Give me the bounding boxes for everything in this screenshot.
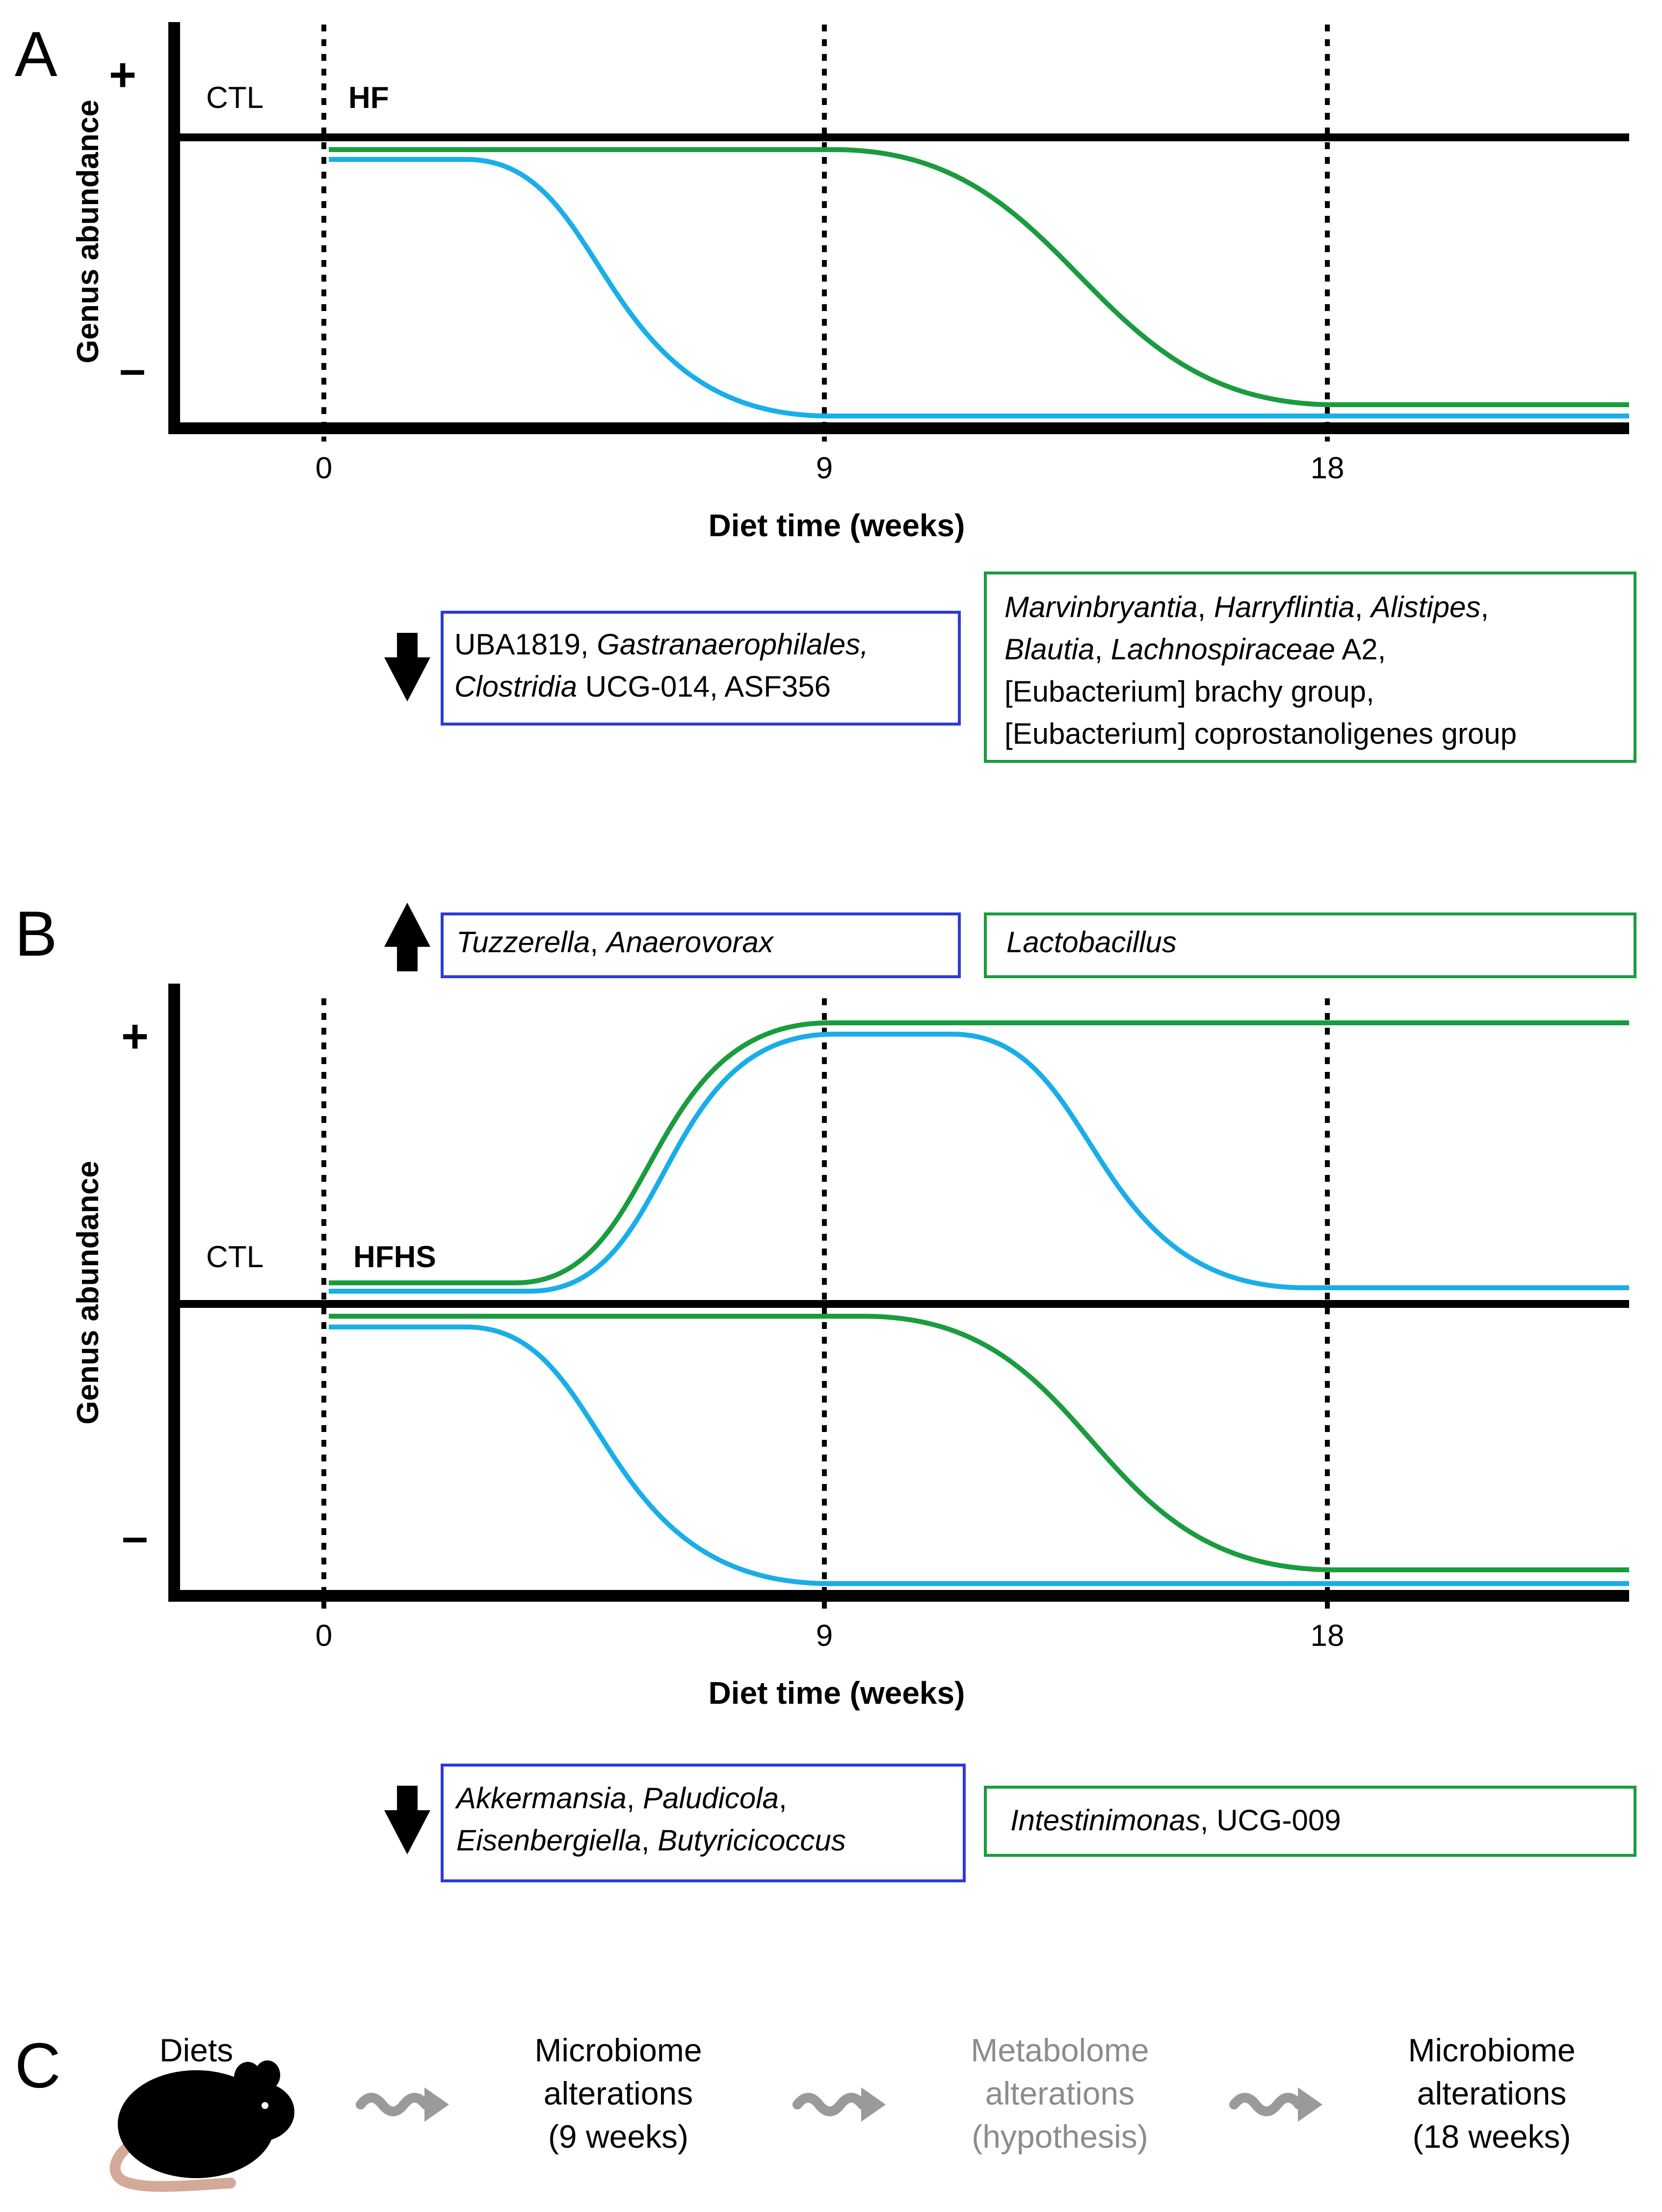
step-line: alterations [543, 2075, 693, 2111]
box-down-blue-a: UBA1819, Gastranaerophilales, Clostridia … [441, 611, 961, 726]
box-up-green-b: Lactobacillus [984, 912, 1636, 978]
plus-label-a: + [109, 49, 136, 101]
x-tick-9-b: 9 [816, 1619, 833, 1653]
taxa-text: Eisenbergiella [456, 1824, 641, 1857]
taxa-text: , UCG-009 [1200, 1804, 1341, 1837]
step-line: alterations [1417, 2075, 1567, 2111]
squiggle-arrow-icon [356, 2087, 449, 2122]
taxa-line: Marvinbryantia, Harryflintia, Alistipes, [1004, 586, 1634, 628]
x-axis-label-b: Diet time (weeks) [709, 1675, 965, 1711]
taxa-line: [Eubacterium] coprostanoligenes group [1004, 713, 1634, 755]
step-line: (9 weeks) [548, 2118, 689, 2155]
ctl-label-a: CTL [206, 81, 264, 115]
taxa-text: , [779, 1782, 787, 1815]
plus-label-b: + [121, 1010, 149, 1063]
taxa-text: Blautia [1004, 633, 1095, 666]
taxa-text: Intestinimonas [1010, 1804, 1200, 1837]
minus-label-b: – [122, 1510, 148, 1563]
taxa-text: Marvinbryantia [1004, 591, 1198, 624]
taxa-text: Akkermansia [456, 1782, 627, 1815]
taxa-text: UBA1819, [454, 628, 597, 661]
taxa-line: Lactobacillus [1006, 921, 1634, 963]
down-arrow-icon [384, 1786, 430, 1854]
taxa-text: , [1094, 633, 1111, 666]
taxa-line: UBA1819, Gastranaerophilales, [454, 624, 958, 666]
step-line: Microbiome [534, 2032, 702, 2068]
taxa-line: Tuzzerella, Anaerovorax [456, 921, 958, 963]
taxa-text: Gastranaerophilales, [597, 628, 869, 661]
taxa-text: , [1480, 591, 1489, 624]
box-down-green-b: Intestinimonas, UCG-009 [984, 1786, 1636, 1857]
taxa-text: Clostridia [454, 670, 578, 703]
taxa-line: Eisenbergiella, Butyricicoccus [456, 1820, 963, 1862]
taxa-text: Butyricicoccus [658, 1824, 846, 1857]
up-arrow-icon [384, 903, 430, 971]
box-up-blue-b: Tuzzerella, Anaerovorax [441, 912, 961, 978]
x-tick-9-a: 9 [816, 451, 833, 485]
x-tick-18-a: 18 [1311, 451, 1345, 485]
taxa-line: Blautia, Lachnospiraceae A2, [1004, 628, 1634, 671]
step-line: alterations [985, 2075, 1135, 2111]
taxa-line: Intestinimonas, UCG-009 [1010, 1799, 1634, 1842]
x-tick-18-b: 18 [1311, 1619, 1345, 1653]
taxa-text: [Eubacterium] coprostanoligenes group [1004, 717, 1517, 750]
step-line: (hypothesis) [972, 2118, 1148, 2155]
x-tick-0-b: 0 [316, 1619, 332, 1653]
mouse-icon [109, 2060, 294, 2192]
squiggle-arrow-icon [792, 2087, 886, 2122]
taxa-text: , [1197, 591, 1214, 624]
blue-curve-up-b [329, 1032, 1629, 1294]
blue-curve-down-b [329, 1325, 1629, 1586]
step-line: Microbiome [1408, 2032, 1576, 2068]
taxa-text: Lachnospiraceae [1110, 633, 1335, 666]
panel-letter-c: C [15, 2030, 61, 2101]
step-metabolome-hypothesis: Metabolome alterations (hypothesis) [932, 2029, 1187, 2158]
panel-letter-b: B [15, 898, 57, 969]
taxa-text: , [626, 1782, 643, 1815]
green-curve-up-b [329, 1020, 1629, 1285]
green-curve-a [329, 147, 1629, 407]
taxa-text: A2, [1335, 633, 1386, 666]
green-curve-down-b [329, 1314, 1629, 1572]
taxa-text: , [590, 926, 607, 959]
step-line: Diets [159, 2032, 234, 2068]
ctl-label-b: CTL [206, 1240, 264, 1274]
blue-curve-a [329, 157, 1629, 418]
y-axis-label-b: Genus abundance [71, 1161, 105, 1424]
taxa-line: Akkermansia, Paludicola, [456, 1777, 963, 1820]
step-microbiome-18w: Microbiome alterations (18 weeks) [1364, 2029, 1619, 2158]
taxa-text: Alistipes [1371, 591, 1481, 624]
diet-label-b: HFHS [353, 1240, 436, 1274]
taxa-line: Clostridia UCG-014, ASF356 [454, 666, 958, 708]
taxa-text: , [1354, 591, 1371, 624]
squiggle-arrow-icon [1229, 2087, 1322, 2122]
x-tick-0-a: 0 [316, 451, 332, 485]
box-down-blue-b: Akkermansia, Paludicola, Eisenbergiella, … [441, 1764, 966, 1882]
step-line: (18 weeks) [1412, 2118, 1571, 2155]
step-diets: Diets [123, 2029, 270, 2072]
minus-label-a: – [119, 343, 145, 395]
taxa-text: UCG-014, ASF356 [577, 670, 831, 703]
step-microbiome-9w: Microbiome alterations (9 weeks) [491, 2029, 746, 2158]
taxa-text: Paludicola [643, 1782, 779, 1815]
taxa-text: [Eubacterium] brachy group, [1004, 675, 1374, 708]
diet-label-a: HF [348, 81, 389, 115]
taxa-text: Harryflintia [1214, 591, 1355, 624]
taxa-text: Anaerovorax [606, 926, 773, 959]
taxa-text: , [641, 1824, 658, 1857]
taxa-text: Tuzzerella [456, 926, 590, 959]
down-arrow-icon [384, 633, 430, 702]
box-down-green-a: Marvinbryantia, Harryflintia, Alistipes,… [984, 572, 1636, 763]
taxa-text: Lactobacillus [1006, 926, 1177, 959]
taxa-line: [Eubacterium] brachy group, [1004, 671, 1634, 713]
step-line: Metabolome [971, 2032, 1149, 2068]
y-axis-label-a: Genus abundance [71, 100, 105, 363]
x-axis-label-a: Diet time (weeks) [709, 508, 965, 543]
panel-letter-a: A [15, 18, 57, 90]
